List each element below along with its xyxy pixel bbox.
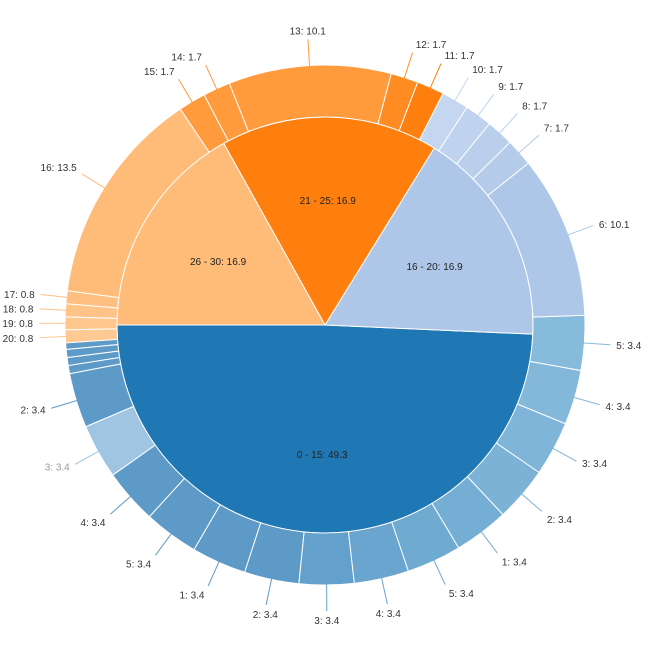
leader-5-3-4-19 bbox=[582, 342, 611, 346]
outer-slice-19-0-8-33 bbox=[64, 316, 118, 331]
outer-label-1-3-4-10: 1: 3.4 bbox=[179, 591, 204, 602]
leader-8-1-7-22 bbox=[498, 113, 518, 135]
leader-1-3-4-15 bbox=[480, 530, 498, 554]
inner-label-16-20-16-9: 16 - 20: 16.9 bbox=[407, 262, 464, 273]
leader-4-3-4-13 bbox=[380, 576, 388, 605]
outer-label-6-10-1-20: 6: 10.1 bbox=[599, 220, 630, 231]
outer-label-11-1-7-25: 11: 1.7 bbox=[445, 51, 475, 62]
outer-label-5-3-4-19: 5: 3.4 bbox=[616, 341, 641, 352]
leader-lines bbox=[39, 39, 611, 611]
leader-17-0-8-31 bbox=[40, 294, 69, 298]
outer-label-2-3-4-6: 2: 3.4 bbox=[21, 405, 46, 416]
outer-label-2-3-4-11: 2: 3.4 bbox=[253, 610, 278, 621]
leader-4-3-4-8 bbox=[110, 495, 132, 515]
leader-1-3-4-10 bbox=[207, 560, 221, 587]
leader-11-1-7-25 bbox=[429, 63, 442, 90]
outer-label-1-3-4-15: 1: 3.4 bbox=[502, 557, 527, 568]
leader-12-1-7-26 bbox=[403, 52, 413, 80]
leader-9-1-7-23 bbox=[476, 93, 495, 118]
outer-label-15-1-7-29: 15: 1.7 bbox=[144, 67, 175, 78]
outer-ring bbox=[64, 64, 586, 586]
inner-label-26-30-16-9: 26 - 30: 16.9 bbox=[190, 257, 247, 268]
outer-label-3-3-4-17: 3: 3.4 bbox=[582, 459, 607, 470]
inner-ring bbox=[116, 116, 534, 534]
outer-label-7-1-7-21: 7: 1.7 bbox=[544, 124, 569, 135]
leader-16-13-5-30 bbox=[81, 173, 107, 190]
leader-14-1-7-28 bbox=[205, 64, 218, 91]
leader-7-1-7-21 bbox=[517, 134, 540, 155]
outer-label-2-3-4-16: 2: 3.4 bbox=[547, 515, 572, 526]
leader-6-10-1-20 bbox=[566, 225, 594, 236]
outer-label-12-1-7-26: 12: 1.7 bbox=[416, 40, 447, 51]
leader-10-1-7-24 bbox=[453, 77, 469, 102]
outer-label-3-3-4-12: 3: 3.4 bbox=[314, 616, 339, 627]
outer-label-20-0-8-34: 20: 0.8 bbox=[3, 334, 34, 345]
inner-labels: 0 - 15: 49.3 16 - 20: 16.9 21 - 25: 16.9 26… bbox=[190, 196, 463, 461]
leader-18-0-8-32 bbox=[39, 308, 68, 311]
outer-label-4-3-4-18: 4: 3.4 bbox=[605, 402, 630, 413]
leader-4-3-4-18 bbox=[572, 396, 600, 406]
leader-3-3-4-7 bbox=[75, 450, 100, 465]
leader-2-3-4-16 bbox=[520, 492, 543, 512]
outer-label-17-0-8-31: 17: 0.8 bbox=[4, 290, 35, 301]
leader-2-3-4-11 bbox=[265, 577, 273, 605]
leader-5-3-4-9 bbox=[155, 532, 173, 556]
inner-label-21-25-16-9: 21 - 25: 16.9 bbox=[300, 196, 357, 207]
leader-20-0-8-34 bbox=[39, 335, 68, 339]
outer-slice-20-0-8-34 bbox=[64, 328, 119, 344]
outer-label-5-3-4-14: 5: 3.4 bbox=[449, 589, 474, 600]
outer-label-18-0-8-32: 18: 0.8 bbox=[3, 305, 34, 316]
outer-label-19-0-8-33: 19: 0.8 bbox=[2, 319, 33, 330]
outer-label-10-1-7-24: 10: 1.7 bbox=[472, 65, 503, 76]
outer-label-16-13-5-30: 16: 13.5 bbox=[41, 163, 78, 174]
outer-label-8-1-7-22: 8: 1.7 bbox=[522, 102, 547, 113]
outer-label-9-1-7-23: 9: 1.7 bbox=[498, 82, 523, 93]
leader-3-3-4-17 bbox=[551, 447, 577, 462]
outer-slice-3-3-4-12 bbox=[298, 531, 355, 586]
outer-label-14-1-7-28: 14: 1.7 bbox=[171, 52, 202, 63]
leader-5-3-4-14 bbox=[432, 558, 446, 585]
outer-label-4-3-4-13: 4: 3.4 bbox=[376, 609, 401, 620]
outer-label-13-10-1-27: 13: 10.1 bbox=[290, 27, 327, 38]
outer-label-5-3-4-9: 5: 3.4 bbox=[126, 560, 151, 571]
inner-label-0-15-49-3: 0 - 15: 49.3 bbox=[297, 450, 348, 461]
outer-slice-5-3-4-19 bbox=[529, 314, 586, 372]
leader-13-10-1-27 bbox=[307, 39, 311, 68]
outer-label-3-3-4-7: 3: 3.4 bbox=[45, 462, 70, 473]
outer-labels: 2: 3.4 3: 3.4 4: 3.4 5: 3.4 1: 3.4 2: 3.4 3: 3… bbox=[2, 27, 641, 627]
leader-2-3-4-6 bbox=[51, 399, 79, 409]
leader-15-1-7-29 bbox=[178, 79, 194, 104]
outer-label-4-3-4-8: 4: 3.4 bbox=[80, 518, 105, 529]
